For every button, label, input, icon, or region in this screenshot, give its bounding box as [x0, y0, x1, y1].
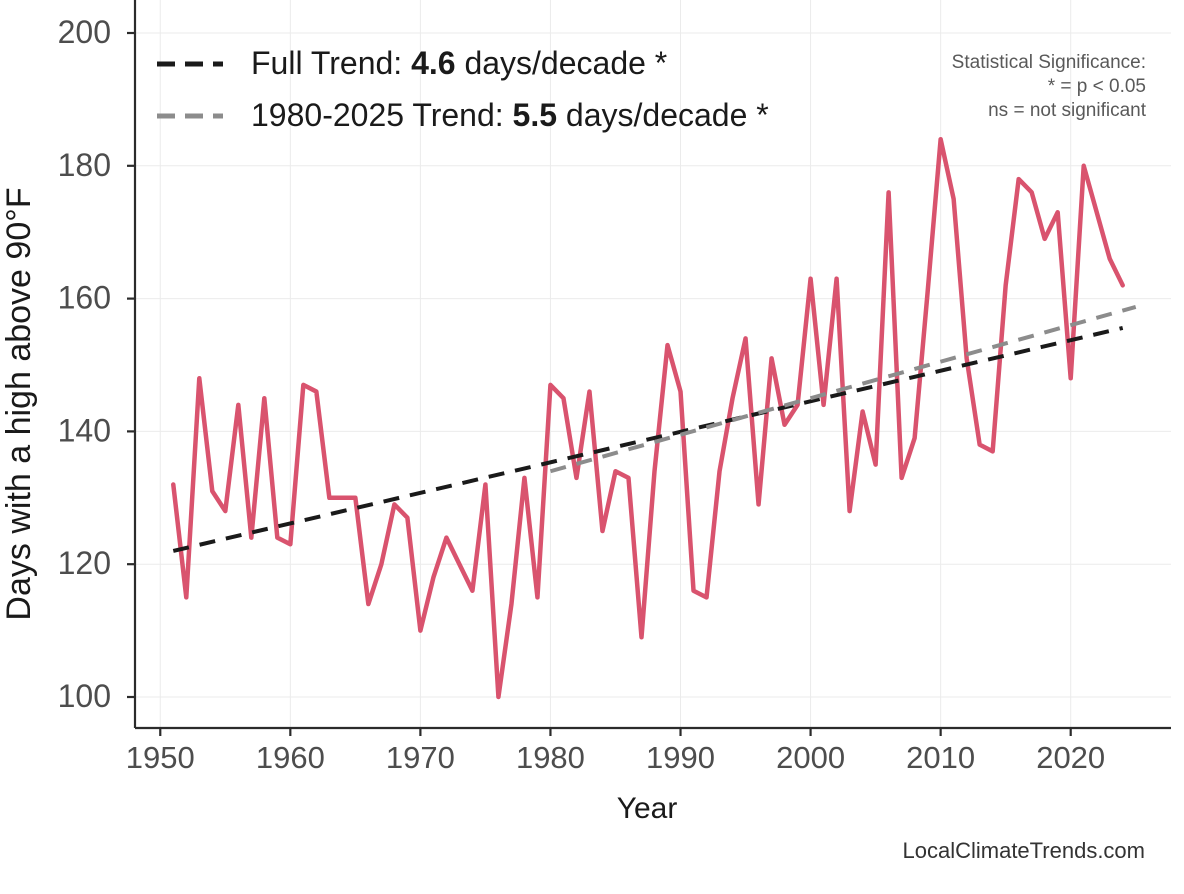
svg-text:Full Trend: 4.6 days/decade *: Full Trend: 4.6 days/decade *	[251, 45, 667, 81]
svg-text:140: 140	[58, 412, 111, 448]
svg-text:1980-2025 Trend: 5.5 days/deca: 1980-2025 Trend: 5.5 days/decade *	[251, 97, 769, 133]
svg-text:2010: 2010	[906, 740, 975, 775]
svg-text:1960: 1960	[256, 740, 325, 775]
svg-text:Days with a high above 90°F: Days with a high above 90°F	[0, 187, 38, 620]
svg-text:180: 180	[58, 147, 111, 183]
svg-text:LocalClimateTrends.com: LocalClimateTrends.com	[903, 838, 1146, 863]
svg-text:120: 120	[58, 545, 111, 581]
svg-text:* = p < 0.05: * = p < 0.05	[1048, 76, 1146, 97]
svg-text:1970: 1970	[386, 740, 455, 775]
svg-text:Year: Year	[617, 792, 678, 825]
svg-text:200: 200	[58, 14, 111, 50]
svg-text:ns = not significant: ns = not significant	[988, 100, 1147, 121]
svg-text:1990: 1990	[646, 740, 715, 775]
svg-text:100: 100	[58, 678, 111, 714]
svg-text:1980: 1980	[516, 740, 585, 775]
svg-text:160: 160	[58, 280, 111, 316]
svg-text:Statistical Significance:: Statistical Significance:	[952, 52, 1146, 73]
svg-text:1950: 1950	[126, 740, 195, 775]
svg-text:2000: 2000	[776, 740, 845, 775]
svg-text:2020: 2020	[1036, 740, 1105, 775]
